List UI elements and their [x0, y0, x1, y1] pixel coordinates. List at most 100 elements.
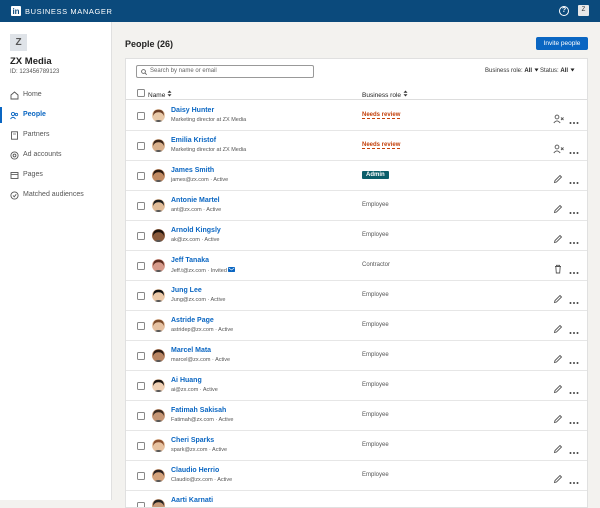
row-action[interactable]	[553, 321, 564, 339]
row-checkbox[interactable]	[137, 502, 145, 507]
row-action[interactable]	[553, 261, 564, 279]
nav-item[interactable]: Home	[0, 87, 111, 103]
icon	[569, 242, 579, 244]
avatar-face	[153, 319, 164, 332]
row-checkbox[interactable]	[137, 262, 145, 270]
row-checkbox[interactable]	[137, 472, 145, 480]
person-name[interactable]: James Smith	[171, 167, 215, 174]
person-name[interactable]: Jeff Tanaka	[171, 257, 209, 264]
row-checkbox[interactable]	[137, 352, 145, 360]
row-checkbox[interactable]	[137, 442, 145, 450]
person-row: Jeff Tanaka Jeff.t@zx.com · Invited Contr…	[126, 251, 587, 281]
icon	[10, 111, 19, 120]
person-detail: james@zx.com · Active	[171, 177, 229, 183]
search-box[interactable]: Search by name or email	[136, 65, 314, 78]
filter-dropdown[interactable]: Business role: All	[485, 68, 539, 74]
row-action[interactable]	[553, 441, 564, 459]
row-action[interactable]	[553, 201, 564, 219]
nav-item[interactable]: Matched audiences	[0, 187, 111, 203]
row-checkbox[interactable]	[137, 142, 145, 150]
logo[interactable]: in	[11, 6, 21, 16]
select-all-checkbox[interactable]	[137, 89, 145, 97]
help-button[interactable]: ?	[559, 6, 569, 16]
more-menu[interactable]	[569, 412, 579, 430]
icon	[553, 324, 563, 334]
row-checkbox[interactable]	[137, 322, 145, 330]
row-checkbox[interactable]	[137, 382, 145, 390]
more-menu[interactable]	[569, 382, 579, 400]
row-action[interactable]	[553, 231, 564, 249]
account-id: ID: 123456789123	[10, 69, 60, 75]
user-avatar[interactable]: Z	[578, 5, 589, 16]
person-name[interactable]: Cheri Sparks	[171, 437, 215, 444]
account-avatar: Z	[10, 34, 27, 51]
row-checkbox[interactable]	[137, 412, 145, 420]
person-name[interactable]: Arnold Kingsly	[171, 227, 221, 234]
row-action[interactable]	[553, 141, 564, 159]
more-menu[interactable]	[569, 232, 579, 250]
icon	[569, 122, 579, 124]
person-name[interactable]: Emilia Kristof	[171, 137, 217, 144]
person-name[interactable]: Antonie Martel	[171, 197, 220, 204]
invite-button[interactable]: Invite people	[536, 37, 588, 50]
nav-item[interactable]: Partners	[0, 127, 111, 143]
nav-label: Ad accounts	[23, 151, 62, 158]
more-menu[interactable]	[569, 202, 579, 220]
top-bar: in BUSINESS MANAGER ? Z	[0, 0, 600, 22]
nav-label: People	[23, 111, 46, 118]
more-menu[interactable]	[569, 292, 579, 310]
row-checkbox[interactable]	[137, 172, 145, 180]
person-name[interactable]: Ai Huang	[171, 377, 202, 384]
row-action[interactable]	[553, 351, 564, 369]
nav-item[interactable]: People	[0, 107, 111, 123]
person-row: Cheri Sparks spark@zx.com · Active Employe…	[126, 431, 587, 461]
person-name[interactable]: Jung Lee	[171, 287, 202, 294]
row-action[interactable]	[553, 171, 564, 189]
person-avatar	[152, 199, 165, 212]
row-checkbox[interactable]	[137, 232, 145, 240]
nav-item[interactable]: Pages	[0, 167, 111, 183]
person-name[interactable]: Aarti Karnati	[171, 497, 214, 504]
row-checkbox[interactable]	[137, 112, 145, 120]
filter-value: All	[524, 68, 533, 74]
icon	[569, 452, 579, 454]
row-action[interactable]	[553, 411, 564, 429]
person-row: Emilia Kristof Marketing director at ZX M…	[126, 131, 587, 161]
more-menu[interactable]	[569, 142, 579, 160]
name-column[interactable]: Name	[148, 90, 172, 99]
more-menu[interactable]	[569, 352, 579, 370]
person-name[interactable]: Fatimah Sakisah	[171, 407, 227, 414]
account-name: ZX Media	[10, 56, 52, 67]
more-menu[interactable]	[569, 262, 579, 280]
row-action[interactable]	[553, 291, 564, 309]
row-checkbox[interactable]	[137, 202, 145, 210]
row-action[interactable]	[553, 111, 564, 129]
person-name[interactable]: Marcel Mata	[171, 347, 212, 354]
person-name[interactable]: Astride Page	[171, 317, 214, 324]
row-action[interactable]	[553, 471, 564, 489]
icon	[569, 272, 579, 274]
role-column[interactable]: Business role	[362, 90, 408, 99]
column-label: Name	[148, 92, 166, 99]
person-name[interactable]: Daisy Hunter	[171, 107, 215, 114]
person-name[interactable]: Claudio Herrio	[171, 467, 220, 474]
search-placeholder: Search by name or email	[150, 68, 217, 74]
person-row: James Smith james@zx.com · Active Admin	[126, 161, 587, 191]
row-action[interactable]	[553, 381, 564, 399]
business-role: Employee	[362, 292, 389, 298]
avatar-face	[153, 169, 164, 182]
business-role: Employee	[362, 442, 389, 448]
more-menu[interactable]	[569, 112, 579, 130]
icon	[569, 332, 579, 334]
more-menu[interactable]	[569, 442, 579, 460]
person-detail: Marketing director at ZX Media	[171, 117, 247, 123]
filter-dropdown[interactable]: Status: All	[540, 68, 575, 74]
row-checkbox[interactable]	[137, 292, 145, 300]
more-menu[interactable]	[569, 472, 579, 490]
nav-item[interactable]: Ad accounts	[0, 147, 111, 163]
avatar-face	[153, 439, 164, 452]
more-menu[interactable]	[569, 172, 579, 190]
avatar-face	[153, 409, 164, 422]
icon	[569, 422, 579, 424]
more-menu[interactable]	[569, 322, 579, 340]
